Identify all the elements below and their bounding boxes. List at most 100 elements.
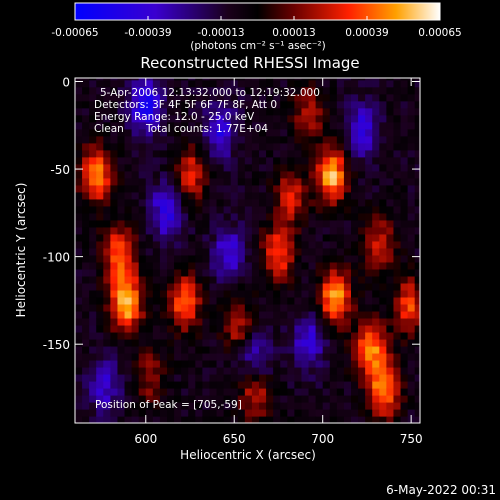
heat-cell bbox=[188, 219, 196, 228]
heat-cell bbox=[358, 303, 366, 312]
heat-cell bbox=[273, 296, 281, 305]
heat-cell bbox=[351, 107, 359, 116]
heat-cell bbox=[294, 177, 303, 186]
heat-cell bbox=[117, 366, 126, 375]
heat-cell bbox=[393, 338, 402, 347]
heat-cell bbox=[237, 121, 246, 130]
heat-cell bbox=[308, 100, 317, 109]
heat-cell bbox=[358, 191, 366, 200]
heat-cell bbox=[131, 135, 140, 144]
heat-cell bbox=[372, 282, 380, 291]
heat-cell bbox=[358, 219, 366, 228]
heat-cell bbox=[174, 191, 182, 200]
heat-cell bbox=[351, 338, 359, 347]
heat-cell bbox=[75, 254, 83, 263]
heat-cell bbox=[237, 387, 246, 396]
heat-cell bbox=[195, 387, 203, 396]
heat-cell bbox=[266, 163, 274, 172]
heat-cell bbox=[414, 408, 420, 417]
heat-cell bbox=[301, 380, 310, 389]
heat-cell bbox=[308, 156, 317, 165]
heat-cell bbox=[343, 121, 352, 130]
heat-cell bbox=[287, 366, 295, 375]
heat-cell bbox=[365, 205, 373, 214]
heat-cell bbox=[315, 184, 324, 193]
heat-cell bbox=[315, 78, 324, 81]
heat-cell bbox=[414, 247, 420, 256]
heat-cell bbox=[96, 282, 104, 291]
heat-cell bbox=[202, 310, 211, 319]
heat-cell bbox=[407, 149, 416, 158]
heat-cell bbox=[294, 303, 303, 312]
heat-cell bbox=[195, 352, 203, 361]
heat-cell bbox=[393, 233, 402, 242]
heat-cell bbox=[96, 275, 104, 284]
heat-cell bbox=[294, 156, 303, 165]
heat-cell bbox=[244, 226, 253, 235]
heat-cell bbox=[216, 149, 225, 158]
heat-cell bbox=[152, 240, 161, 249]
heat-cell bbox=[372, 93, 380, 102]
heat-cell bbox=[358, 79, 366, 88]
heat-cell bbox=[223, 79, 232, 88]
heat-cell bbox=[103, 324, 111, 333]
heat-cell bbox=[89, 177, 97, 186]
heat-cell bbox=[89, 373, 97, 382]
heat-cell bbox=[414, 275, 420, 284]
heat-cell bbox=[329, 226, 338, 235]
heat-cell bbox=[280, 345, 288, 354]
heat-cell bbox=[124, 366, 133, 375]
heat-cell bbox=[159, 156, 168, 165]
heat-cell bbox=[358, 163, 366, 172]
heat-cell bbox=[124, 268, 133, 277]
heat-cell bbox=[301, 233, 310, 242]
heat-cell bbox=[294, 184, 303, 193]
heat-cell bbox=[216, 317, 225, 326]
heat-cell bbox=[372, 128, 380, 137]
heat-cell bbox=[251, 198, 260, 207]
heat-cell bbox=[237, 289, 246, 298]
heat-cell bbox=[400, 261, 409, 270]
heat-cell bbox=[259, 268, 267, 277]
heat-cell bbox=[372, 373, 380, 382]
heat-cell bbox=[89, 121, 97, 130]
heat-cell bbox=[159, 121, 168, 130]
heat-cell bbox=[315, 289, 324, 298]
heat-cell bbox=[188, 177, 196, 186]
heat-cell bbox=[301, 373, 310, 382]
heat-cell bbox=[110, 317, 119, 326]
heat-cell bbox=[407, 170, 416, 179]
heat-cell bbox=[131, 317, 140, 326]
heat-cell bbox=[188, 408, 196, 417]
heat-cell bbox=[103, 121, 111, 130]
heat-cell bbox=[138, 226, 147, 235]
heat-cell bbox=[379, 324, 387, 333]
heat-cell bbox=[244, 317, 253, 326]
heat-cell bbox=[358, 93, 366, 102]
heat-cell bbox=[273, 394, 281, 403]
heat-cell bbox=[329, 338, 338, 347]
heat-cell bbox=[351, 198, 359, 207]
heat-cell bbox=[202, 121, 211, 130]
heat-cell bbox=[358, 114, 366, 123]
heat-cell bbox=[131, 212, 140, 221]
heat-cell bbox=[195, 338, 203, 347]
heat-cell bbox=[365, 212, 373, 221]
heat-cell bbox=[301, 289, 310, 298]
heat-cell bbox=[259, 198, 267, 207]
heat-cell bbox=[223, 331, 232, 340]
heat-cell bbox=[223, 156, 232, 165]
heat-cell bbox=[365, 93, 373, 102]
heat-cell bbox=[308, 233, 317, 242]
heat-cell bbox=[336, 289, 345, 298]
heat-cell bbox=[280, 93, 288, 102]
heat-cell bbox=[358, 170, 366, 179]
heat-cell bbox=[117, 191, 126, 200]
heat-cell bbox=[372, 387, 380, 396]
heat-cell bbox=[294, 275, 303, 284]
heat-cell bbox=[351, 135, 359, 144]
heat-cell bbox=[152, 149, 161, 158]
heat-cell bbox=[124, 394, 133, 403]
heat-cell bbox=[287, 128, 295, 137]
heat-cell bbox=[379, 240, 387, 249]
